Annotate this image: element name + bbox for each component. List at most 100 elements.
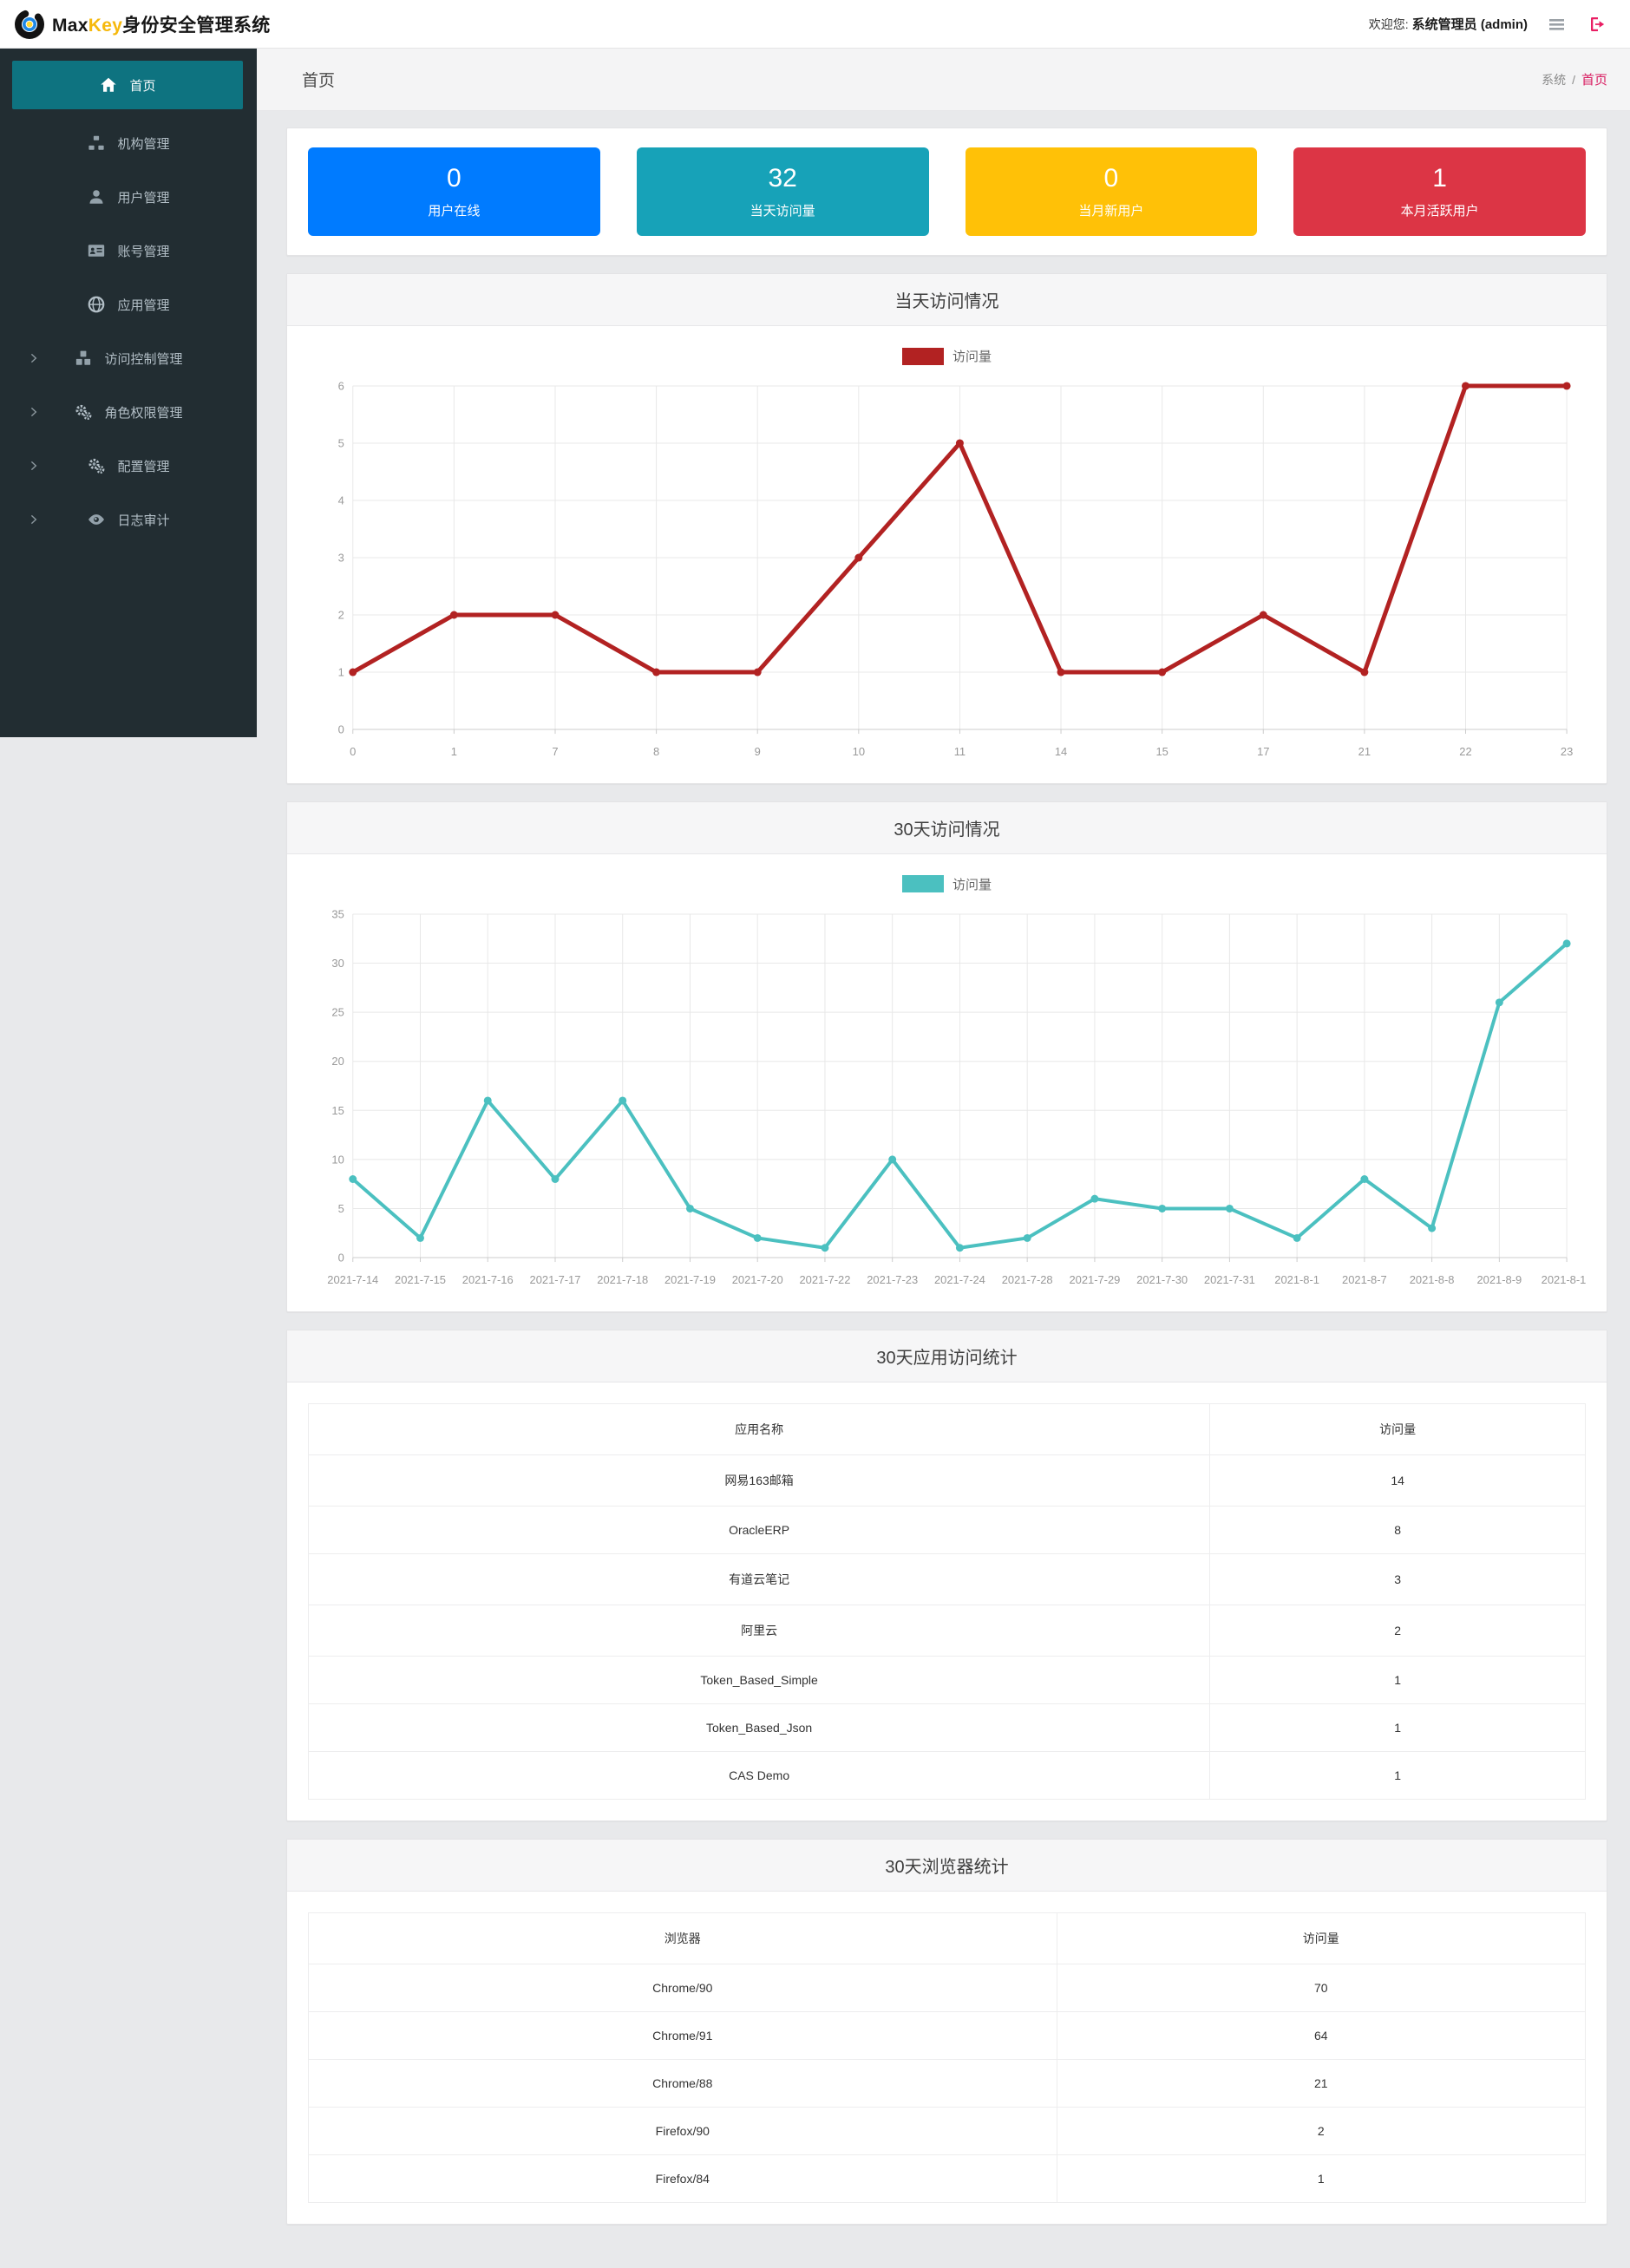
svg-text:2021-7-30: 2021-7-30 (1136, 1273, 1188, 1286)
sidebar-item-home[interactable]: 首页 (12, 61, 243, 109)
sidebar-item-role[interactable]: 角色权限管理 (0, 385, 257, 439)
svg-text:2021-7-23: 2021-7-23 (867, 1273, 918, 1286)
chart-legend[interactable]: 访问量 (308, 875, 1586, 893)
svg-text:2021-7-15: 2021-7-15 (395, 1273, 446, 1286)
chart-legend[interactable]: 访问量 (308, 347, 1586, 365)
svg-text:2021-7-17: 2021-7-17 (530, 1273, 581, 1286)
svg-text:0: 0 (338, 1251, 344, 1264)
table-row: OracleERP 8 (307, 1505, 1586, 1554)
svg-text:2: 2 (338, 608, 344, 621)
column-header: 访问量 (1209, 1402, 1586, 1455)
svg-text:17: 17 (1257, 745, 1269, 758)
stat-label: 当月新用户 (1078, 204, 1144, 219)
svg-text:2021-7-31: 2021-7-31 (1204, 1273, 1255, 1286)
eye-icon (87, 510, 106, 529)
svg-text:23: 23 (1561, 745, 1573, 758)
svg-text:1: 1 (338, 666, 344, 679)
stat-value: 1 (1432, 164, 1447, 193)
svg-text:15: 15 (1155, 745, 1168, 758)
svg-text:15: 15 (331, 1104, 344, 1117)
cubes-icon (74, 349, 93, 368)
content: 0 用户在线 32 当天访问量 0 当月新用户 1 本月活跃用户 当天访问情况 访问量 0 1 2 3… (257, 111, 1630, 2268)
svg-text:4: 4 (338, 493, 344, 507)
stat-cards-row: 0 用户在线 32 当天访问量 0 当月新用户 1 本月活跃用户 (287, 128, 1607, 255)
table-cell: CAS Demo (307, 1750, 1211, 1800)
maxkey-logo-icon (14, 9, 45, 40)
user-icon (87, 187, 106, 206)
svg-text:2021-7-22: 2021-7-22 (799, 1273, 850, 1286)
legend-swatch (901, 875, 944, 893)
today-visits-title: 当天访问情况 (287, 274, 1607, 326)
svg-text:2021-8-7: 2021-8-7 (1342, 1273, 1387, 1286)
breadcrumb: 系统 / 首页 (1542, 70, 1607, 88)
table-cell: 14 (1209, 1454, 1586, 1507)
sidebar: 首页机构管理用户管理账号管理应用管理 访问控制管理角色权限管理配置管理日志审计 (0, 49, 257, 737)
svg-text:6: 6 (338, 379, 344, 392)
table-cell: Token_Based_Simple (307, 1655, 1211, 1704)
legend-label: 访问量 (952, 877, 992, 892)
chevron-right-icon (26, 513, 41, 527)
today-visits-panel: 当天访问情况 访问量 0 1 2 3 4 5 6 0 1 7 8 9 10 11 14 15 17 21 22 23 (286, 273, 1607, 784)
svg-text:10: 10 (331, 1153, 344, 1166)
logout-icon[interactable] (1587, 14, 1607, 35)
table-row: 有道云笔记 3 (307, 1552, 1586, 1605)
svg-text:2021-7-19: 2021-7-19 (664, 1273, 716, 1286)
sidebar-item-app[interactable]: 应用管理 (0, 278, 257, 331)
svg-text:2021-7-14: 2021-7-14 (327, 1273, 378, 1286)
svg-text:9: 9 (755, 745, 761, 758)
hamburger-icon[interactable] (1547, 14, 1568, 35)
svg-text:5: 5 (338, 436, 344, 449)
sidebar-item-label: 首页 (129, 78, 156, 94)
sitemap-icon (87, 134, 106, 153)
column-header: 应用名称 (307, 1402, 1211, 1455)
stat-card-today-visits: 32 当天访问量 (636, 147, 929, 236)
stat-value: 0 (447, 164, 462, 193)
table-cell: 网易163邮箱 (307, 1454, 1211, 1507)
stat-card-month-active-users: 1 本月活跃用户 (1293, 147, 1586, 236)
sidebar-item-label: 账号管理 (117, 244, 170, 259)
sidebar-item-label: 日志审计 (117, 513, 170, 528)
sidebar-item-account[interactable]: 账号管理 (0, 224, 257, 278)
table-row: Chrome/91 64 (308, 2010, 1587, 2060)
sidebar-item-audit[interactable]: 日志审计 (0, 493, 257, 546)
svg-text:5: 5 (338, 1202, 344, 1215)
svg-text:10: 10 (853, 745, 865, 758)
column-header: 浏览器 (308, 1912, 1057, 1964)
sidebar-item-label: 角色权限管理 (104, 405, 183, 421)
current-user: 系统管理员 (admin) (1411, 17, 1528, 32)
gears-icon (87, 456, 106, 475)
svg-text:2021-7-24: 2021-7-24 (934, 1273, 985, 1286)
table-cell: 70 (1056, 1963, 1587, 2012)
legend-swatch (901, 347, 944, 365)
stats-panel: 0 用户在线 32 当天访问量 0 当月新用户 1 本月活跃用户 (286, 127, 1607, 256)
sidebar-item-access[interactable]: 访问控制管理 (0, 331, 257, 385)
sidebar-item-config[interactable]: 配置管理 (0, 439, 257, 493)
table-cell: Token_Based_Json (307, 1703, 1211, 1752)
stat-label: 当天访问量 (750, 204, 815, 219)
svg-text:2021-7-16: 2021-7-16 (462, 1273, 514, 1286)
page-title: 首页 (302, 72, 336, 90)
line-chart-plot: 0 5 10 15 20 25 30 35 2021-7-14 2021-7-15 2021-7-1… (308, 904, 1586, 1294)
table-cell: 8 (1209, 1505, 1586, 1554)
table-header-row: 应用名称 访问量 (307, 1402, 1586, 1455)
svg-text:35: 35 (331, 907, 344, 920)
table-cell: 1 (1209, 1750, 1586, 1800)
globe-icon (87, 295, 106, 314)
table-header-row: 浏览器 访问量 (308, 1912, 1587, 1964)
svg-text:14: 14 (1055, 745, 1067, 758)
sidebar-item-org[interactable]: 机构管理 (0, 116, 257, 170)
sidebar-item-label: 用户管理 (117, 190, 170, 206)
table-row: Firefox/90 2 (308, 2106, 1587, 2155)
home-icon (99, 75, 118, 95)
breadcrumb-current[interactable]: 首页 (1581, 73, 1607, 88)
gears-icon (74, 402, 93, 422)
table-cell: 1 (1209, 1655, 1586, 1704)
breadcrumb-root[interactable]: 系统 (1542, 72, 1567, 87)
table-row: Token_Based_Simple 1 (307, 1655, 1586, 1704)
svg-text:30: 30 (331, 957, 344, 970)
svg-text:25: 25 (331, 1005, 344, 1018)
sidebar-item-user[interactable]: 用户管理 (0, 170, 257, 224)
table-row: Chrome/90 70 (308, 1963, 1587, 2012)
svg-text:2021-8-9: 2021-8-9 (1476, 1273, 1522, 1286)
chevron-right-icon (26, 351, 41, 366)
